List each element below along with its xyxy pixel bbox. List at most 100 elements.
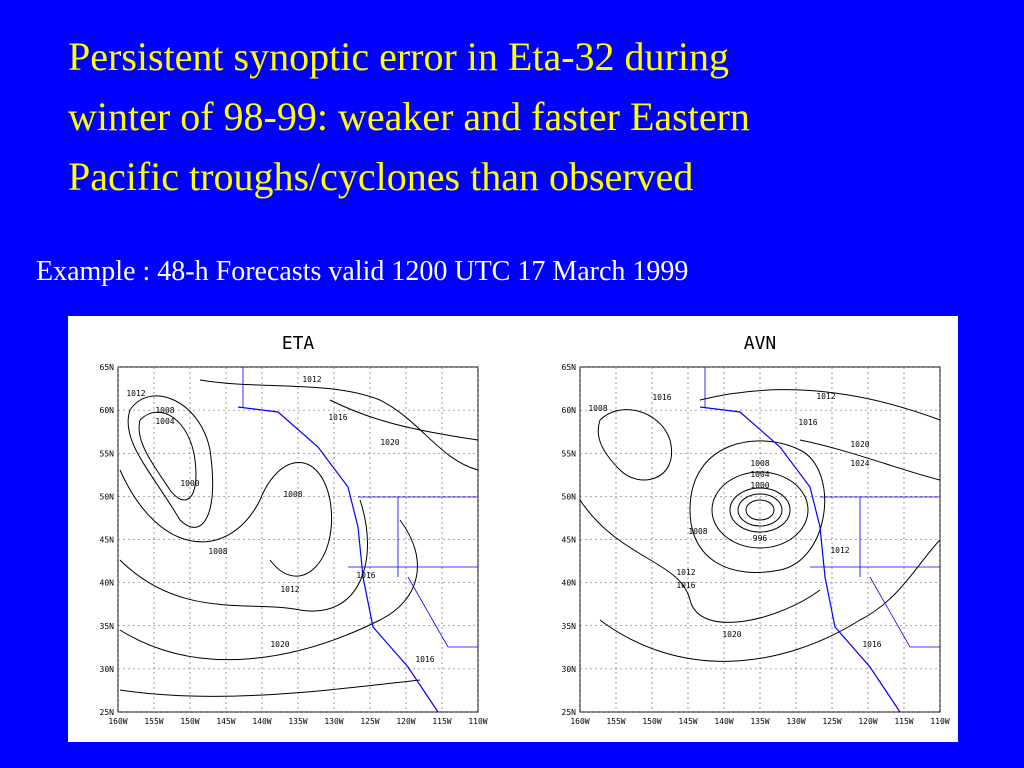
contour-label: 1020 — [722, 630, 741, 639]
isobar — [119, 679, 421, 697]
borders — [242, 367, 478, 648]
contour-label: 1012 — [280, 585, 299, 594]
lat-label: 60N — [100, 406, 115, 415]
lat-label: 35N — [100, 622, 115, 631]
lat-label: 40N — [100, 579, 115, 588]
contour-label: 1020 — [270, 640, 289, 649]
lat-label: 55N — [562, 449, 577, 458]
lat-label: 65N — [562, 363, 577, 372]
lon-label: 110W — [930, 717, 949, 726]
isobar — [119, 519, 418, 661]
isobar — [597, 409, 673, 481]
lat-label: 55N — [100, 449, 115, 458]
isobar — [127, 395, 214, 528]
lon-label: 150W — [642, 717, 661, 726]
title-line: Pacific troughs/cyclones than observed — [68, 154, 693, 199]
lon-label: 155W — [606, 717, 625, 726]
lon-label: 110W — [468, 717, 487, 726]
contour-label: 1008 — [208, 547, 227, 556]
contour-label: 1012 — [302, 375, 321, 384]
contour-label: 1012 — [676, 568, 695, 577]
lon-label: 160W — [570, 717, 589, 726]
lat-label: 35N — [562, 622, 577, 631]
lat-label: 45N — [100, 536, 115, 545]
contour-label: 1004 — [750, 470, 769, 479]
isobar — [119, 499, 368, 612]
lon-label: 140W — [714, 717, 733, 726]
contour-label: 1016 — [862, 640, 881, 649]
lat-label: 60N — [562, 406, 577, 415]
lon-label: 115W — [894, 717, 913, 726]
lon-label: 160W — [108, 717, 127, 726]
lat-label: 40N — [562, 579, 577, 588]
contour-label: 1016 — [652, 393, 671, 402]
isobar — [799, 439, 941, 481]
lat-label: 45N — [562, 536, 577, 545]
contour-label: 1016 — [798, 418, 817, 427]
lat-label: 30N — [100, 665, 115, 674]
borders — [704, 367, 940, 648]
contour-label: 1016 — [676, 581, 695, 590]
isobar — [579, 499, 821, 623]
contour-label: 1012 — [126, 389, 145, 398]
isobar — [138, 411, 197, 501]
isobar — [737, 493, 783, 527]
lon-label: 145W — [678, 717, 697, 726]
lon-label: 135W — [288, 717, 307, 726]
isobar — [745, 499, 775, 521]
contour-label: 996 — [753, 534, 768, 543]
isobar — [329, 399, 479, 441]
lat-label: 50N — [562, 492, 577, 501]
isobar — [599, 539, 941, 662]
contour-label: 1016 — [415, 655, 434, 664]
map-title: ETA — [282, 333, 315, 354]
lon-label: 130W — [786, 717, 805, 726]
lon-label: 150W — [180, 717, 199, 726]
lon-label: 120W — [858, 717, 877, 726]
contour-label: 1008 — [588, 404, 607, 413]
title-line: winter of 98-99: weaker and faster Easte… — [68, 94, 750, 139]
coastline — [237, 406, 439, 713]
contour-label: 1008 — [750, 459, 769, 468]
lat-label: 50N — [100, 492, 115, 501]
lat-label: 65N — [100, 363, 115, 372]
contour-label: 1000 — [750, 481, 769, 490]
lon-label: 145W — [216, 717, 235, 726]
lon-label: 130W — [324, 717, 343, 726]
isobar — [699, 389, 941, 421]
title-line: Persistent synoptic error in Eta-32 duri… — [68, 34, 729, 79]
lon-label: 155W — [144, 717, 163, 726]
contour-label: 1008 — [688, 527, 707, 536]
contour-label: 1000 — [180, 479, 199, 488]
contour-label: 1020 — [850, 440, 869, 449]
map-title: AVN — [744, 333, 777, 354]
lon-label: 140W — [252, 717, 271, 726]
isobar — [199, 379, 479, 471]
isobar — [119, 462, 332, 577]
contour-label: 1008 — [155, 406, 174, 415]
coastline — [699, 406, 901, 713]
contour-label: 1024 — [850, 459, 869, 468]
isobar — [689, 440, 826, 573]
lon-label: 125W — [822, 717, 841, 726]
lon-label: 135W — [750, 717, 769, 726]
contour-label: 1020 — [380, 438, 399, 447]
lon-label: 120W — [396, 717, 415, 726]
contour-label: 1016 — [328, 413, 347, 422]
contour-label: 1004 — [155, 417, 174, 426]
contour-label: 1012 — [830, 546, 849, 555]
lat-label: 25N — [562, 708, 577, 717]
lon-label: 125W — [360, 717, 379, 726]
isobar — [711, 471, 809, 549]
lon-label: 115W — [432, 717, 451, 726]
contour-label: 1012 — [816, 392, 835, 401]
lat-label: 25N — [100, 708, 115, 717]
contour-label: 1008 — [283, 490, 302, 499]
lat-label: 30N — [562, 665, 577, 674]
subtitle: Example : 48-h Forecasts valid 1200 UTC … — [36, 256, 688, 287]
contour-label: 1016 — [356, 571, 375, 580]
isobar — [729, 487, 791, 533]
